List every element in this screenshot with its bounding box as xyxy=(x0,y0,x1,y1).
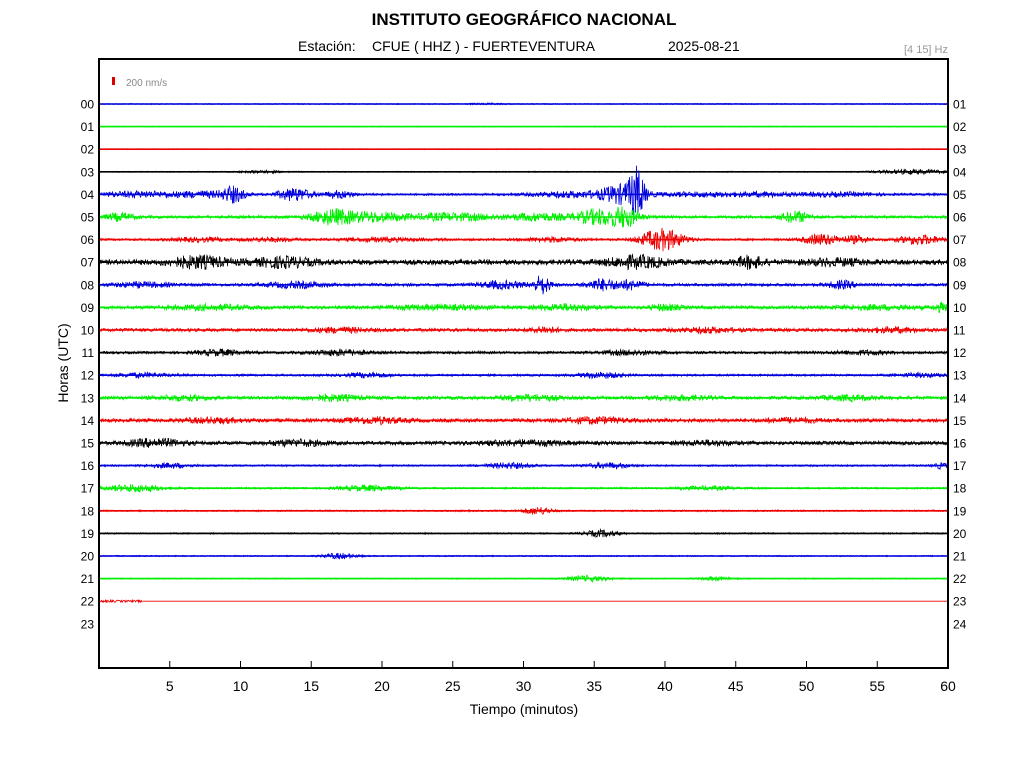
x-tick-label: 35 xyxy=(586,678,602,694)
plot-area xyxy=(99,59,948,668)
left-hour-label: 16 xyxy=(81,459,95,473)
trace-hour-04 xyxy=(99,165,948,219)
trace-hour-00 xyxy=(99,102,949,106)
left-hour-label: 09 xyxy=(81,301,95,315)
x-axis-label: Tiempo (minutos) xyxy=(470,701,578,717)
left-hour-label: 23 xyxy=(81,617,95,631)
x-tick-label: 45 xyxy=(728,678,744,694)
x-tick-label: 5 xyxy=(166,678,174,694)
left-hour-label: 11 xyxy=(82,346,95,360)
trace-hour-01 xyxy=(99,125,949,128)
station-name: CFUE ( HHZ ) - FUERTEVENTURA xyxy=(372,38,596,54)
right-hour-label: 23 xyxy=(953,595,967,609)
trace-hour-03 xyxy=(99,168,949,176)
x-tick-label: 60 xyxy=(940,678,956,694)
x-tick-label: 15 xyxy=(303,678,319,694)
left-hour-label: 10 xyxy=(81,324,95,338)
x-tick-label: 20 xyxy=(374,678,390,694)
right-hour-label: 09 xyxy=(953,278,967,292)
trace-hour-09 xyxy=(99,300,949,313)
left-hour-label: 06 xyxy=(81,233,95,247)
trace-hour-22 xyxy=(99,598,143,604)
left-hour-label: 12 xyxy=(81,369,95,383)
right-hour-label: 22 xyxy=(953,572,967,586)
right-hour-label: 15 xyxy=(953,414,967,428)
trace-hour-17 xyxy=(99,484,949,493)
right-hour-label: 06 xyxy=(953,211,967,225)
left-hour-label: 13 xyxy=(81,391,95,405)
left-hour-label: 22 xyxy=(81,595,95,609)
left-hour-label: 19 xyxy=(81,527,95,541)
station-label: Estación: xyxy=(298,38,356,54)
trace-hour-10 xyxy=(99,325,949,335)
trace-hour-02 xyxy=(99,148,949,151)
left-hour-label: 07 xyxy=(81,256,95,270)
trace-hour-14 xyxy=(99,415,949,426)
right-hour-label: 24 xyxy=(953,617,967,631)
right-hour-label: 02 xyxy=(953,120,967,134)
left-hour-label: 17 xyxy=(81,482,95,496)
trace-hour-07 xyxy=(99,253,949,271)
right-hour-label: 01 xyxy=(953,98,967,112)
right-hour-labels: 01 02 03 04 05 06 07 08 09 10 11 12 13 14 15 16 17 18 19 20… xyxy=(953,98,967,632)
x-tick-label: 10 xyxy=(233,678,249,694)
right-hour-label: 21 xyxy=(953,550,967,564)
trace-hour-20 xyxy=(99,552,949,560)
right-hour-label: 13 xyxy=(953,369,967,383)
left-hour-label: 20 xyxy=(81,550,95,564)
trace-hour-16 xyxy=(99,461,949,471)
trace-hour-12 xyxy=(99,370,949,380)
x-tick-label: 30 xyxy=(516,678,532,694)
trace-hour-21 xyxy=(99,574,949,583)
left-hour-label: 03 xyxy=(81,165,95,179)
right-hour-label: 10 xyxy=(953,301,967,315)
right-hour-label: 19 xyxy=(953,504,967,518)
trace-hour-18 xyxy=(99,506,949,515)
filter-band: [4 15] Hz xyxy=(904,44,948,56)
left-hour-label: 18 xyxy=(81,504,95,518)
left-hour-label: 15 xyxy=(81,437,95,451)
x-tick-label: 50 xyxy=(799,678,815,694)
scale-bar-mark xyxy=(112,77,115,85)
left-hour-labels: 00 01 02 03 04 05 06 07 08 09 10 11 12 13 14 15 16 17 18 19… xyxy=(81,98,95,632)
trace-hour-11 xyxy=(99,348,949,358)
recording-date: 2025-08-21 xyxy=(668,38,740,54)
trace-hour-08 xyxy=(99,275,949,295)
right-hour-label: 20 xyxy=(953,527,967,541)
right-hour-label: 05 xyxy=(953,188,967,202)
right-hour-label: 12 xyxy=(953,346,967,360)
left-hour-label: 05 xyxy=(81,211,95,225)
scale-bar-label: 200 nm/s xyxy=(126,78,167,89)
x-tick-label: 55 xyxy=(869,678,885,694)
trace-group xyxy=(99,102,949,604)
right-hour-label: 03 xyxy=(953,143,967,157)
left-hour-label: 02 xyxy=(81,143,95,157)
left-hour-label: 14 xyxy=(81,414,95,428)
x-tick-label: 25 xyxy=(445,678,461,694)
right-hour-label: 07 xyxy=(953,233,967,247)
y-axis-label: Horas (UTC) xyxy=(55,323,71,402)
right-hour-label: 16 xyxy=(953,437,967,451)
x-tick-label: 40 xyxy=(657,678,673,694)
trace-hour-19 xyxy=(99,528,949,539)
left-hour-label: 01 xyxy=(81,120,95,134)
trace-hour-06 xyxy=(99,227,949,252)
right-hour-label: 18 xyxy=(953,482,967,496)
right-hour-label: 14 xyxy=(953,391,967,405)
chart-title: INSTITUTO GEOGRÁFICO NACIONAL xyxy=(372,10,677,29)
left-hour-label: 00 xyxy=(81,98,95,112)
right-hour-label: 11 xyxy=(953,324,966,338)
trace-hour-15 xyxy=(99,437,949,449)
trace-hour-13 xyxy=(99,393,949,404)
left-hour-label: 21 xyxy=(81,572,95,586)
left-hour-label: 08 xyxy=(81,278,95,292)
plot-frame xyxy=(98,58,949,669)
right-hour-label: 04 xyxy=(953,165,967,179)
left-hour-label: 04 xyxy=(81,188,95,202)
right-hour-label: 17 xyxy=(953,459,967,473)
trace-hour-05 xyxy=(99,206,949,228)
right-hour-label: 08 xyxy=(953,256,967,270)
